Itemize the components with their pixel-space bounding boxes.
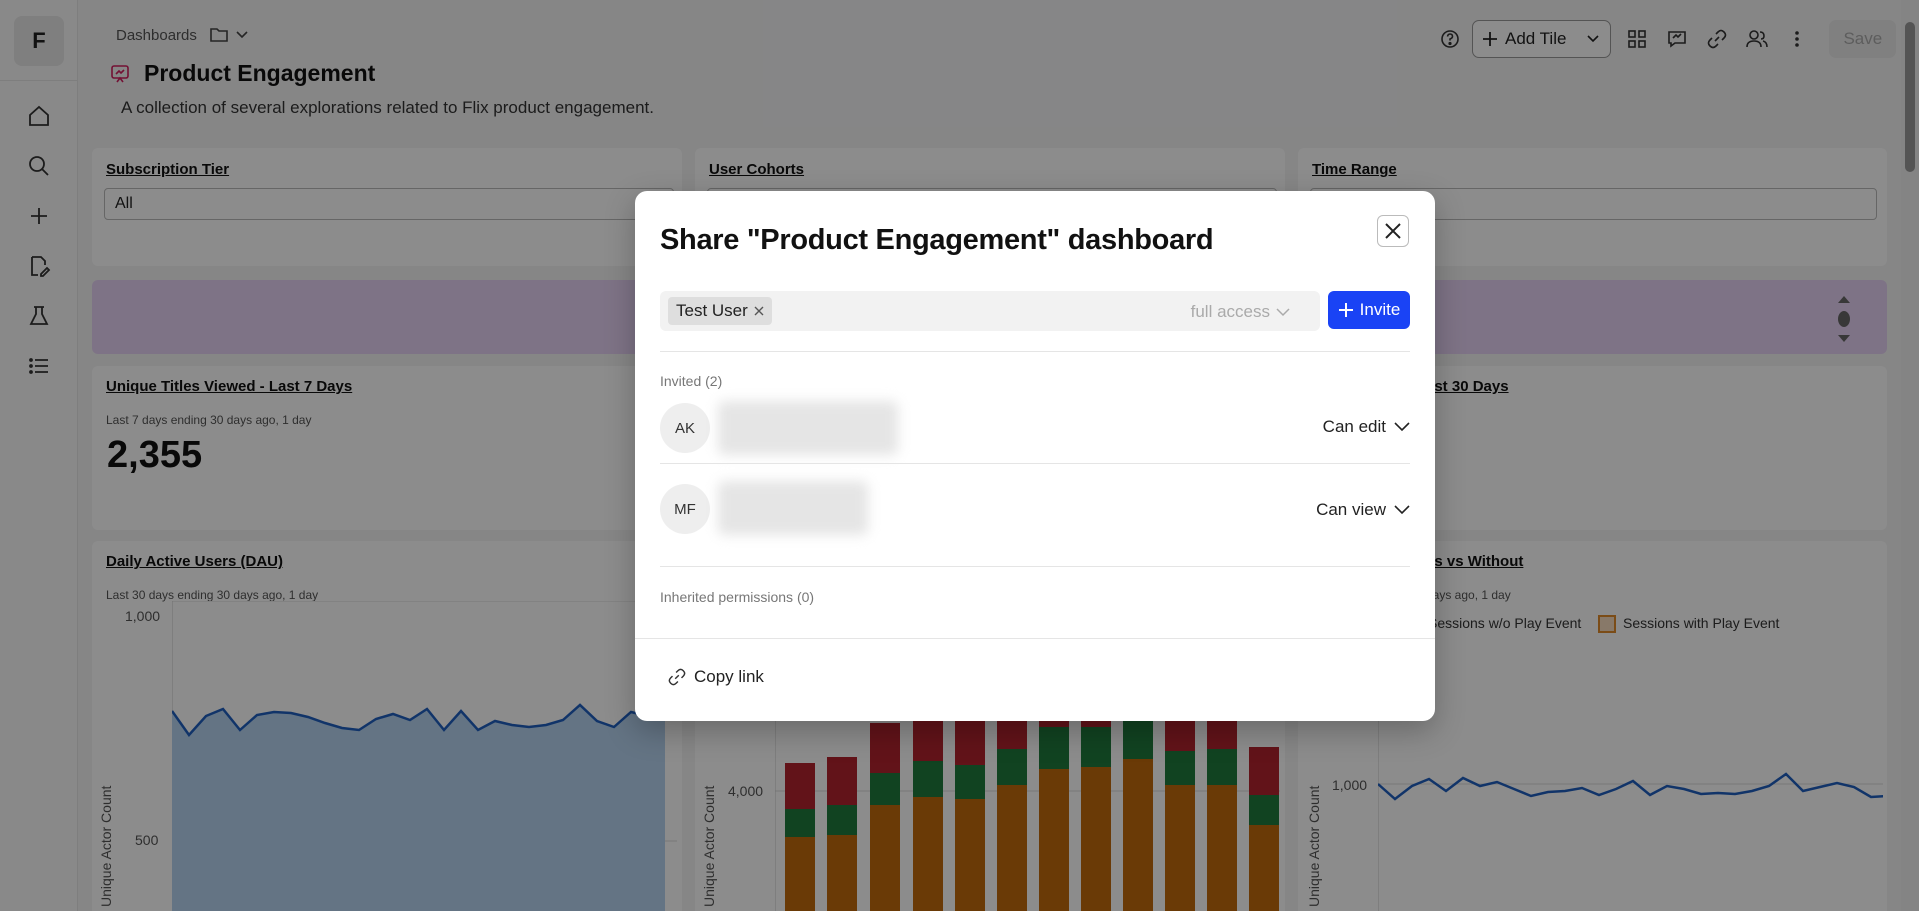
dialog-title: Share "Product Engagement" dashboard <box>660 224 1214 256</box>
chevron-down-icon <box>1587 35 1600 43</box>
plus-icon[interactable] <box>25 202 53 230</box>
chip-label: Test User <box>676 301 748 320</box>
member-name-redacted <box>718 401 898 455</box>
breadcrumb: Dashboards <box>116 26 249 44</box>
permission-label: Can edit <box>1322 417 1386 436</box>
invited-section-label: Invited (2) <box>660 373 723 389</box>
list-icon[interactable] <box>25 352 53 380</box>
breadcrumb-dashboards[interactable]: Dashboards <box>116 26 197 44</box>
invite-input[interactable]: Test User full access <box>660 291 1320 331</box>
bar-stack <box>785 721 1279 911</box>
tile-title: ast 30 Days <box>1426 378 1509 395</box>
tile-unique-titles[interactable]: Unique Titles Viewed - Last 7 Days Last … <box>92 366 682 530</box>
help-icon[interactable] <box>1436 25 1464 53</box>
banner-scroll-control[interactable] <box>1834 292 1854 346</box>
tile-subtitle: Last 30 days ending 30 days ago, 1 day <box>106 588 319 602</box>
add-tile-button[interactable]: Add Tile <box>1472 20 1612 58</box>
y-tick-label: 1,000 <box>1332 777 1368 793</box>
page-scrollbar[interactable] <box>1901 0 1919 911</box>
plus-icon <box>1338 303 1353 317</box>
chevron-down-icon <box>1394 422 1410 432</box>
legend-item-2: Sessions with Play Event <box>1623 615 1780 631</box>
tile-title: Unique Titles Viewed - Last 7 Days <box>106 378 353 395</box>
avatar: MF <box>660 484 710 534</box>
copy-link-button[interactable]: Copy link <box>668 667 764 687</box>
share-dialog: Share "Product Engagement" dashboard Tes… <box>635 191 1435 721</box>
filter-label: Time Range <box>1312 161 1397 178</box>
more-options-icon[interactable] <box>1783 25 1811 53</box>
divider <box>660 351 1410 352</box>
link-icon <box>668 668 686 686</box>
link-icon[interactable] <box>1703 25 1731 53</box>
close-icon <box>1385 223 1401 239</box>
legend-item-1: Sessions w/o Play Event <box>1428 615 1582 631</box>
sidebar: F <box>0 0 78 911</box>
dau-area <box>172 705 665 911</box>
search-icon[interactable] <box>25 152 53 180</box>
y-tick-label: 500 <box>135 832 159 848</box>
filter-label: Subscription Tier <box>106 161 230 178</box>
invite-button[interactable]: Invite <box>1328 291 1410 329</box>
dau-chart <box>172 601 677 911</box>
flask-icon[interactable] <box>25 302 53 330</box>
folder-icon[interactable] <box>209 26 229 44</box>
plus-icon <box>1483 32 1497 46</box>
dashboard-icon <box>110 64 130 84</box>
chevron-down-icon <box>1394 505 1410 515</box>
chevron-down-icon[interactable] <box>235 30 249 40</box>
stacked-bar-chart <box>775 541 1280 911</box>
tile-dau[interactable]: Daily Active Users (DAU) Last 30 days en… <box>92 541 682 911</box>
close-button[interactable] <box>1377 215 1409 247</box>
grid-layout-icon[interactable] <box>1623 25 1651 53</box>
member-name-redacted <box>718 481 868 535</box>
access-level-select[interactable]: full access <box>1191 302 1290 322</box>
copy-link-label: Copy link <box>694 667 764 686</box>
users-icon[interactable] <box>1743 25 1771 53</box>
remove-chip-icon[interactable] <box>754 306 764 316</box>
legend-swatch <box>1598 615 1616 633</box>
home-icon[interactable] <box>25 102 53 130</box>
sidebar-divider <box>0 80 78 81</box>
filter-card-subscription-tier: Subscription Tier All <box>92 148 682 266</box>
divider <box>660 463 1410 464</box>
comment-icon[interactable] <box>1663 25 1691 53</box>
footer-divider <box>635 638 1435 639</box>
user-chip: Test User <box>668 297 772 325</box>
save-button[interactable]: Save <box>1829 20 1897 58</box>
tile-title: Daily Active Users (DAU) <box>106 553 284 570</box>
permission-select[interactable]: Can view <box>1316 500 1410 520</box>
edit-document-icon[interactable] <box>25 252 53 280</box>
tile-value: 2,355 <box>107 434 203 476</box>
dau-line <box>172 703 666 738</box>
page-title: Product Engagement <box>144 60 376 86</box>
invite-label: Invite <box>1359 300 1401 319</box>
page-description: A collection of several explorations rel… <box>121 98 654 117</box>
y-tick-label: 1,000 <box>125 608 161 624</box>
permission-select[interactable]: Can edit <box>1323 417 1410 437</box>
subscription-tier-input[interactable]: All <box>104 188 674 220</box>
toolbar: Add Tile Save <box>1436 20 1897 58</box>
y-tick-label: 4,000 <box>728 783 764 799</box>
avatar: AK <box>660 403 710 453</box>
tile-subtitle: days ago, 1 day <box>1426 588 1511 602</box>
inherited-section-label: Inherited permissions (0) <box>660 589 815 605</box>
tile-subtitle: Last 7 days ending 30 days ago, 1 day <box>106 413 312 427</box>
permission-label: Can view <box>1316 500 1386 519</box>
divider <box>660 566 1410 567</box>
page-scrollbar-thumb[interactable] <box>1905 22 1915 172</box>
chevron-down-icon <box>1276 308 1290 317</box>
add-tile-label: Add Tile <box>1505 29 1567 48</box>
sessions-line <box>1378 772 1883 801</box>
tile-title: ys vs Without <box>1426 553 1524 570</box>
filter-label: User Cohorts <box>709 161 805 178</box>
sessions-line-chart <box>1378 641 1883 911</box>
app-logo[interactable]: F <box>14 16 64 66</box>
access-level-label: full access <box>1190 302 1270 321</box>
title-row: Product Engagement <box>110 60 375 87</box>
